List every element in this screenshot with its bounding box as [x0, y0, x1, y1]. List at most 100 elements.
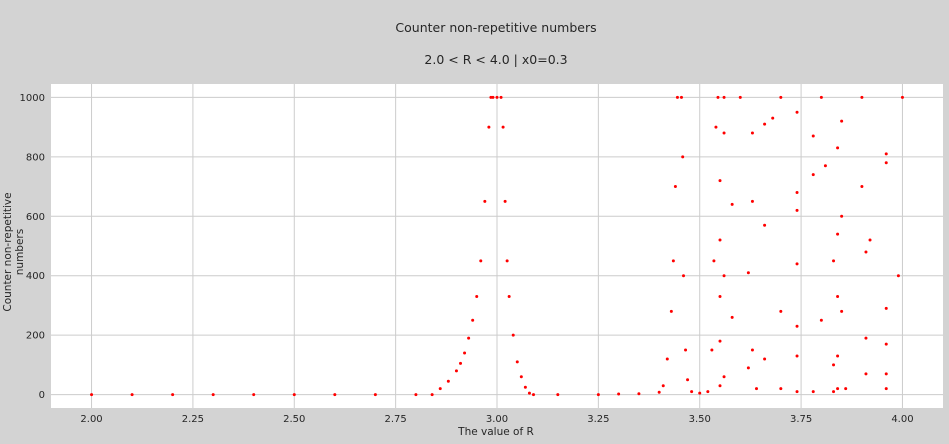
x-tick-label: 3.50 — [689, 414, 711, 425]
data-point — [884, 306, 888, 310]
data-point — [373, 393, 377, 397]
data-point — [779, 309, 783, 313]
data-point — [900, 95, 904, 99]
data-point — [430, 393, 434, 397]
x-tick-label: 3.75 — [790, 414, 812, 425]
data-point — [763, 357, 767, 361]
data-point — [491, 95, 495, 99]
data-point — [671, 259, 675, 263]
data-point — [90, 393, 94, 397]
data-point — [779, 387, 783, 391]
x-tick-label: 3.00 — [486, 414, 508, 425]
data-point — [819, 95, 823, 99]
y-tick-label: 200 — [26, 331, 45, 342]
data-point — [527, 391, 531, 395]
data-point — [836, 295, 840, 299]
data-point — [471, 318, 475, 322]
data-point — [679, 95, 683, 99]
data-point — [750, 131, 754, 135]
data-point — [617, 392, 621, 396]
data-point — [507, 295, 511, 299]
data-point — [860, 95, 864, 99]
data-point — [884, 372, 888, 376]
data-point — [738, 95, 742, 99]
x-tick-label: 2.50 — [283, 414, 305, 425]
data-point — [414, 393, 418, 397]
data-point — [710, 348, 714, 352]
data-point — [252, 393, 256, 397]
data-point — [596, 393, 600, 397]
data-point — [836, 232, 840, 236]
data-point — [503, 199, 507, 203]
data-point — [779, 95, 783, 99]
data-point — [475, 295, 479, 299]
data-point — [819, 318, 823, 322]
data-point — [763, 122, 767, 126]
data-point — [718, 384, 722, 388]
data-point — [884, 152, 888, 156]
y-tick-label: 600 — [26, 212, 45, 223]
data-point — [657, 390, 661, 394]
data-point — [840, 214, 844, 218]
data-point — [681, 155, 685, 159]
data-point — [523, 385, 527, 389]
data-point — [836, 387, 840, 391]
data-point — [669, 309, 673, 313]
data-point — [698, 391, 702, 395]
data-point — [836, 146, 840, 150]
data-point — [483, 199, 487, 203]
data-point — [864, 336, 868, 340]
data-point — [840, 309, 844, 313]
data-point — [832, 363, 836, 367]
data-point — [884, 161, 888, 165]
data-point — [682, 274, 686, 278]
data-point — [675, 95, 679, 99]
y-tick-label: 0 — [39, 390, 45, 401]
data-point — [718, 238, 722, 242]
data-point — [811, 173, 815, 177]
data-point — [130, 393, 134, 397]
data-point — [836, 354, 840, 358]
data-point — [661, 384, 665, 388]
y-tick-label: 1000 — [20, 93, 45, 104]
data-point — [795, 110, 799, 114]
data-point — [211, 393, 215, 397]
data-point — [684, 348, 688, 352]
data-point — [673, 185, 677, 189]
data-point — [795, 324, 799, 328]
data-point — [750, 199, 754, 203]
data-point — [706, 390, 710, 394]
data-point — [454, 369, 458, 373]
data-point — [515, 360, 519, 364]
data-point — [495, 95, 499, 99]
data-point — [292, 393, 296, 397]
data-point — [754, 387, 758, 391]
y-tick-label: 800 — [26, 152, 45, 163]
data-point — [868, 238, 872, 242]
data-point — [459, 361, 463, 365]
data-point — [479, 259, 483, 263]
data-point — [467, 336, 471, 340]
data-point — [487, 125, 491, 129]
data-point — [795, 262, 799, 266]
plot-area — [51, 84, 943, 408]
data-point — [840, 119, 844, 123]
data-point — [718, 179, 722, 183]
data-point — [832, 259, 836, 263]
scatter-plot — [51, 84, 943, 408]
data-point — [884, 342, 888, 346]
data-point — [531, 393, 535, 397]
data-point — [637, 392, 641, 396]
data-point — [171, 393, 175, 397]
data-point — [333, 393, 337, 397]
data-point — [463, 351, 467, 355]
x-axis-label: The value of R — [458, 426, 534, 438]
y-tick-label: 400 — [26, 271, 45, 282]
data-point — [722, 375, 726, 379]
data-point — [505, 259, 509, 263]
data-point — [795, 191, 799, 194]
x-tick-label: 4.00 — [891, 414, 913, 425]
chart-subtitle: 2.0 < R < 4.0 | x0=0.3 — [424, 52, 568, 67]
data-point — [860, 185, 864, 189]
data-point — [730, 315, 734, 319]
